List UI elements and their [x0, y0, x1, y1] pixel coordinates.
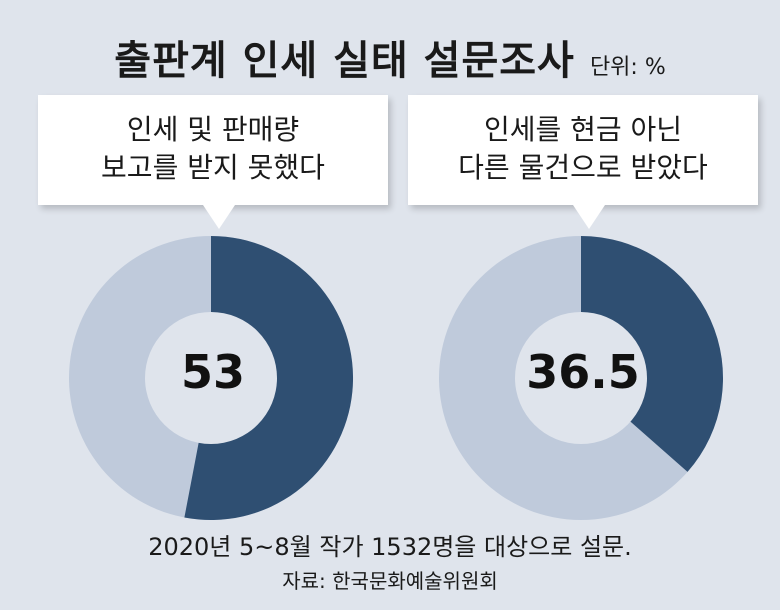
donut-hole — [515, 312, 647, 444]
callout-line-1: 인세를 현금 아닌 — [483, 113, 683, 146]
donut-hole — [145, 312, 277, 444]
callout-line-2: 보고를 받지 못했다 — [101, 151, 325, 184]
source-label: 자료: 한국문화예술위원회 — [282, 569, 498, 593]
unit-label: 단위: % — [589, 55, 666, 80]
callout-box-2: 인세를 현금 아닌 다른 물건으로 받았다 — [408, 95, 758, 229]
value-label-2: 36.5 — [526, 345, 640, 399]
donut-value-slice — [581, 236, 724, 472]
header: 출판계 인세 실태 설문조사 단위: % — [0, 28, 780, 86]
chart-title: 출판계 인세 실태 설문조사 — [114, 38, 575, 84]
value-label-1: 53 — [180, 345, 245, 399]
callout-line-1: 인세 및 판매량 — [126, 113, 300, 146]
donut-chart-1 — [69, 236, 354, 520]
donut-chart-2 — [439, 236, 724, 520]
donut-panel-1: 인세 및 판매량 보고를 받지 못했다 53 — [28, 95, 398, 525]
callout-box-1: 인세 및 판매량 보고를 받지 못했다 — [38, 95, 388, 229]
survey-note: 2020년 5~8월 작가 1532명을 대상으로 설문. — [148, 533, 632, 561]
callout-line-2: 다른 물건으로 받았다 — [458, 151, 708, 184]
donut-panel-2: 인세를 현금 아닌 다른 물건으로 받았다 36.5 — [398, 95, 768, 525]
